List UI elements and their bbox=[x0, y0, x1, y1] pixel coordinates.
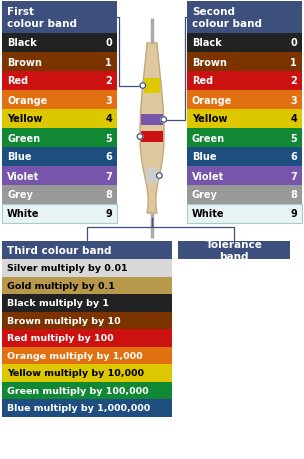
Text: Gold multiply by 0.1: Gold multiply by 0.1 bbox=[7, 281, 115, 290]
Text: 8: 8 bbox=[105, 190, 112, 200]
Bar bbox=[2, 91, 117, 110]
Bar bbox=[187, 148, 302, 167]
Bar bbox=[187, 205, 302, 224]
Text: Violet: Violet bbox=[7, 171, 39, 181]
Text: First
colour band: First colour band bbox=[7, 7, 77, 29]
Text: Red: Red bbox=[192, 76, 213, 86]
Circle shape bbox=[161, 118, 167, 123]
Text: Violet: Violet bbox=[192, 171, 224, 181]
Bar bbox=[146, 168, 158, 184]
Text: 9: 9 bbox=[105, 209, 112, 219]
Text: 3: 3 bbox=[105, 95, 112, 105]
Bar bbox=[2, 399, 172, 417]
Text: White: White bbox=[192, 209, 224, 219]
Text: Orange: Orange bbox=[7, 95, 47, 105]
Bar bbox=[187, 91, 302, 110]
Text: Blue multiply by 1,000,000: Blue multiply by 1,000,000 bbox=[7, 403, 150, 412]
Text: Blue: Blue bbox=[192, 152, 216, 162]
Text: 5: 5 bbox=[105, 133, 112, 143]
Text: Yellow multiply by 10,000: Yellow multiply by 10,000 bbox=[7, 369, 144, 377]
Circle shape bbox=[157, 174, 162, 179]
Text: Yellow: Yellow bbox=[7, 114, 42, 124]
Bar bbox=[2, 241, 172, 259]
Text: 4: 4 bbox=[290, 114, 297, 124]
Bar bbox=[2, 294, 172, 312]
Bar bbox=[187, 167, 302, 185]
Bar bbox=[2, 364, 172, 382]
FancyBboxPatch shape bbox=[2, 2, 117, 34]
Text: Green: Green bbox=[7, 133, 40, 143]
Text: Black: Black bbox=[7, 39, 37, 48]
Text: 1: 1 bbox=[105, 57, 112, 67]
Bar bbox=[187, 129, 302, 148]
PathPatch shape bbox=[140, 44, 164, 213]
Text: 2: 2 bbox=[290, 76, 297, 86]
Bar bbox=[2, 185, 117, 205]
Bar bbox=[187, 110, 302, 129]
Bar bbox=[2, 148, 117, 167]
Bar bbox=[2, 347, 172, 364]
FancyBboxPatch shape bbox=[187, 2, 302, 34]
Text: 9: 9 bbox=[290, 209, 297, 219]
Text: Brown: Brown bbox=[192, 57, 227, 67]
Text: Red: Red bbox=[7, 76, 28, 86]
Text: Third colour band: Third colour band bbox=[7, 246, 112, 256]
Text: Green multiply by 100,000: Green multiply by 100,000 bbox=[7, 386, 149, 395]
Bar bbox=[2, 167, 117, 185]
Bar bbox=[2, 205, 117, 224]
Text: 7: 7 bbox=[290, 171, 297, 181]
Bar bbox=[187, 34, 302, 53]
Bar bbox=[141, 131, 163, 143]
Bar bbox=[2, 129, 117, 148]
Bar bbox=[2, 259, 172, 277]
Text: Grey: Grey bbox=[7, 190, 33, 200]
Text: Black multiply by 1: Black multiply by 1 bbox=[7, 299, 109, 308]
Text: Red multiply by 100: Red multiply by 100 bbox=[7, 334, 114, 342]
Text: 0: 0 bbox=[105, 39, 112, 48]
Text: 6: 6 bbox=[290, 152, 297, 162]
Circle shape bbox=[137, 134, 143, 140]
Text: Black: Black bbox=[192, 39, 222, 48]
Text: Brown multiply by 10: Brown multiply by 10 bbox=[7, 316, 121, 325]
Text: 2: 2 bbox=[105, 76, 112, 86]
Text: Blue: Blue bbox=[7, 152, 32, 162]
Text: 4: 4 bbox=[105, 114, 112, 124]
Bar bbox=[187, 185, 302, 205]
Bar bbox=[178, 241, 290, 259]
Text: Orange multiply by 1,000: Orange multiply by 1,000 bbox=[7, 351, 143, 360]
Bar bbox=[2, 329, 172, 347]
Text: Orange: Orange bbox=[192, 95, 232, 105]
Bar bbox=[2, 110, 117, 129]
Bar bbox=[2, 53, 117, 72]
Bar bbox=[2, 312, 172, 329]
Bar bbox=[2, 72, 117, 91]
Text: 0: 0 bbox=[290, 39, 297, 48]
Text: Green: Green bbox=[192, 133, 225, 143]
Text: 1: 1 bbox=[290, 57, 297, 67]
Text: Tolerance
band: Tolerance band bbox=[206, 240, 262, 262]
Text: Silver multiply by 0.01: Silver multiply by 0.01 bbox=[7, 263, 128, 273]
Text: White: White bbox=[7, 209, 40, 219]
Bar bbox=[187, 72, 302, 91]
Text: Second
colour band: Second colour band bbox=[192, 7, 262, 29]
Text: 7: 7 bbox=[105, 171, 112, 181]
Bar bbox=[2, 382, 172, 399]
Bar bbox=[2, 34, 117, 53]
Text: Yellow: Yellow bbox=[192, 114, 227, 124]
Bar bbox=[144, 78, 160, 94]
Text: Brown: Brown bbox=[7, 57, 42, 67]
Circle shape bbox=[140, 84, 146, 89]
Bar bbox=[187, 53, 302, 72]
Text: 5: 5 bbox=[290, 133, 297, 143]
Text: Grey: Grey bbox=[192, 190, 218, 200]
Text: 3: 3 bbox=[290, 95, 297, 105]
Text: 6: 6 bbox=[105, 152, 112, 162]
Text: 8: 8 bbox=[290, 190, 297, 200]
Bar bbox=[141, 114, 163, 126]
Bar bbox=[2, 277, 172, 294]
